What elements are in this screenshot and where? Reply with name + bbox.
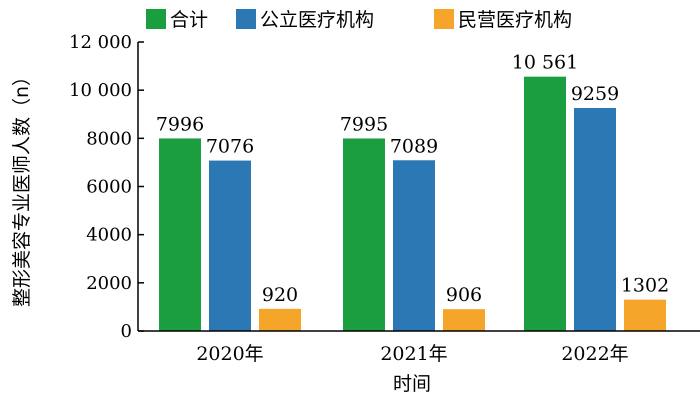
- legend-label: 合计: [170, 9, 208, 31]
- legend-swatch: [236, 9, 256, 29]
- data-label: 7995: [340, 113, 388, 135]
- data-label: 920: [262, 284, 298, 306]
- x-axis-title: 时间: [393, 373, 431, 395]
- bar: [624, 299, 666, 331]
- y-tick-label: 6000: [86, 177, 132, 198]
- data-label: 906: [446, 284, 482, 306]
- y-axis-title: 整形美容专业医师人数（n）: [11, 67, 33, 307]
- y-tick-label: 10 000: [69, 80, 132, 101]
- legend: 合计 公立医疗机构 民营医疗机构: [146, 9, 572, 31]
- x-tick-label: 2022年: [561, 343, 628, 365]
- bar: [574, 108, 616, 331]
- x-tick-label: 2021年: [380, 343, 447, 365]
- data-label: 10 561: [512, 52, 578, 74]
- legend-swatch: [434, 9, 454, 29]
- bar: [259, 308, 301, 331]
- legend-label: 公立医疗机构: [260, 9, 374, 31]
- data-label: 7076: [206, 136, 254, 158]
- bar: [393, 160, 435, 331]
- data-label: 9259: [571, 83, 619, 105]
- bar: [443, 309, 485, 331]
- x-tick-label: 2020年: [196, 343, 263, 365]
- data-label: 7089: [390, 135, 438, 157]
- y-tick-label: 4000: [86, 225, 132, 246]
- y-tick-label: 2000: [86, 273, 132, 294]
- bar: [343, 138, 385, 331]
- data-label: 7996: [156, 113, 204, 135]
- bar: [209, 160, 251, 331]
- bar: [159, 138, 201, 331]
- bars: [159, 76, 666, 331]
- legend-swatch: [146, 9, 166, 29]
- bar: [524, 76, 566, 331]
- x-axis: 2020年 2021年 2022年: [138, 330, 700, 365]
- data-label: 1302: [621, 275, 669, 297]
- y-tick-label: 0: [121, 321, 132, 342]
- y-axis: 0 2000 4000 6000 8000 10 000 12 000: [69, 32, 144, 342]
- y-tick-label: 12 000: [69, 32, 132, 53]
- y-tick-label: 8000: [86, 128, 132, 149]
- legend-label: 民营医疗机构: [458, 9, 572, 31]
